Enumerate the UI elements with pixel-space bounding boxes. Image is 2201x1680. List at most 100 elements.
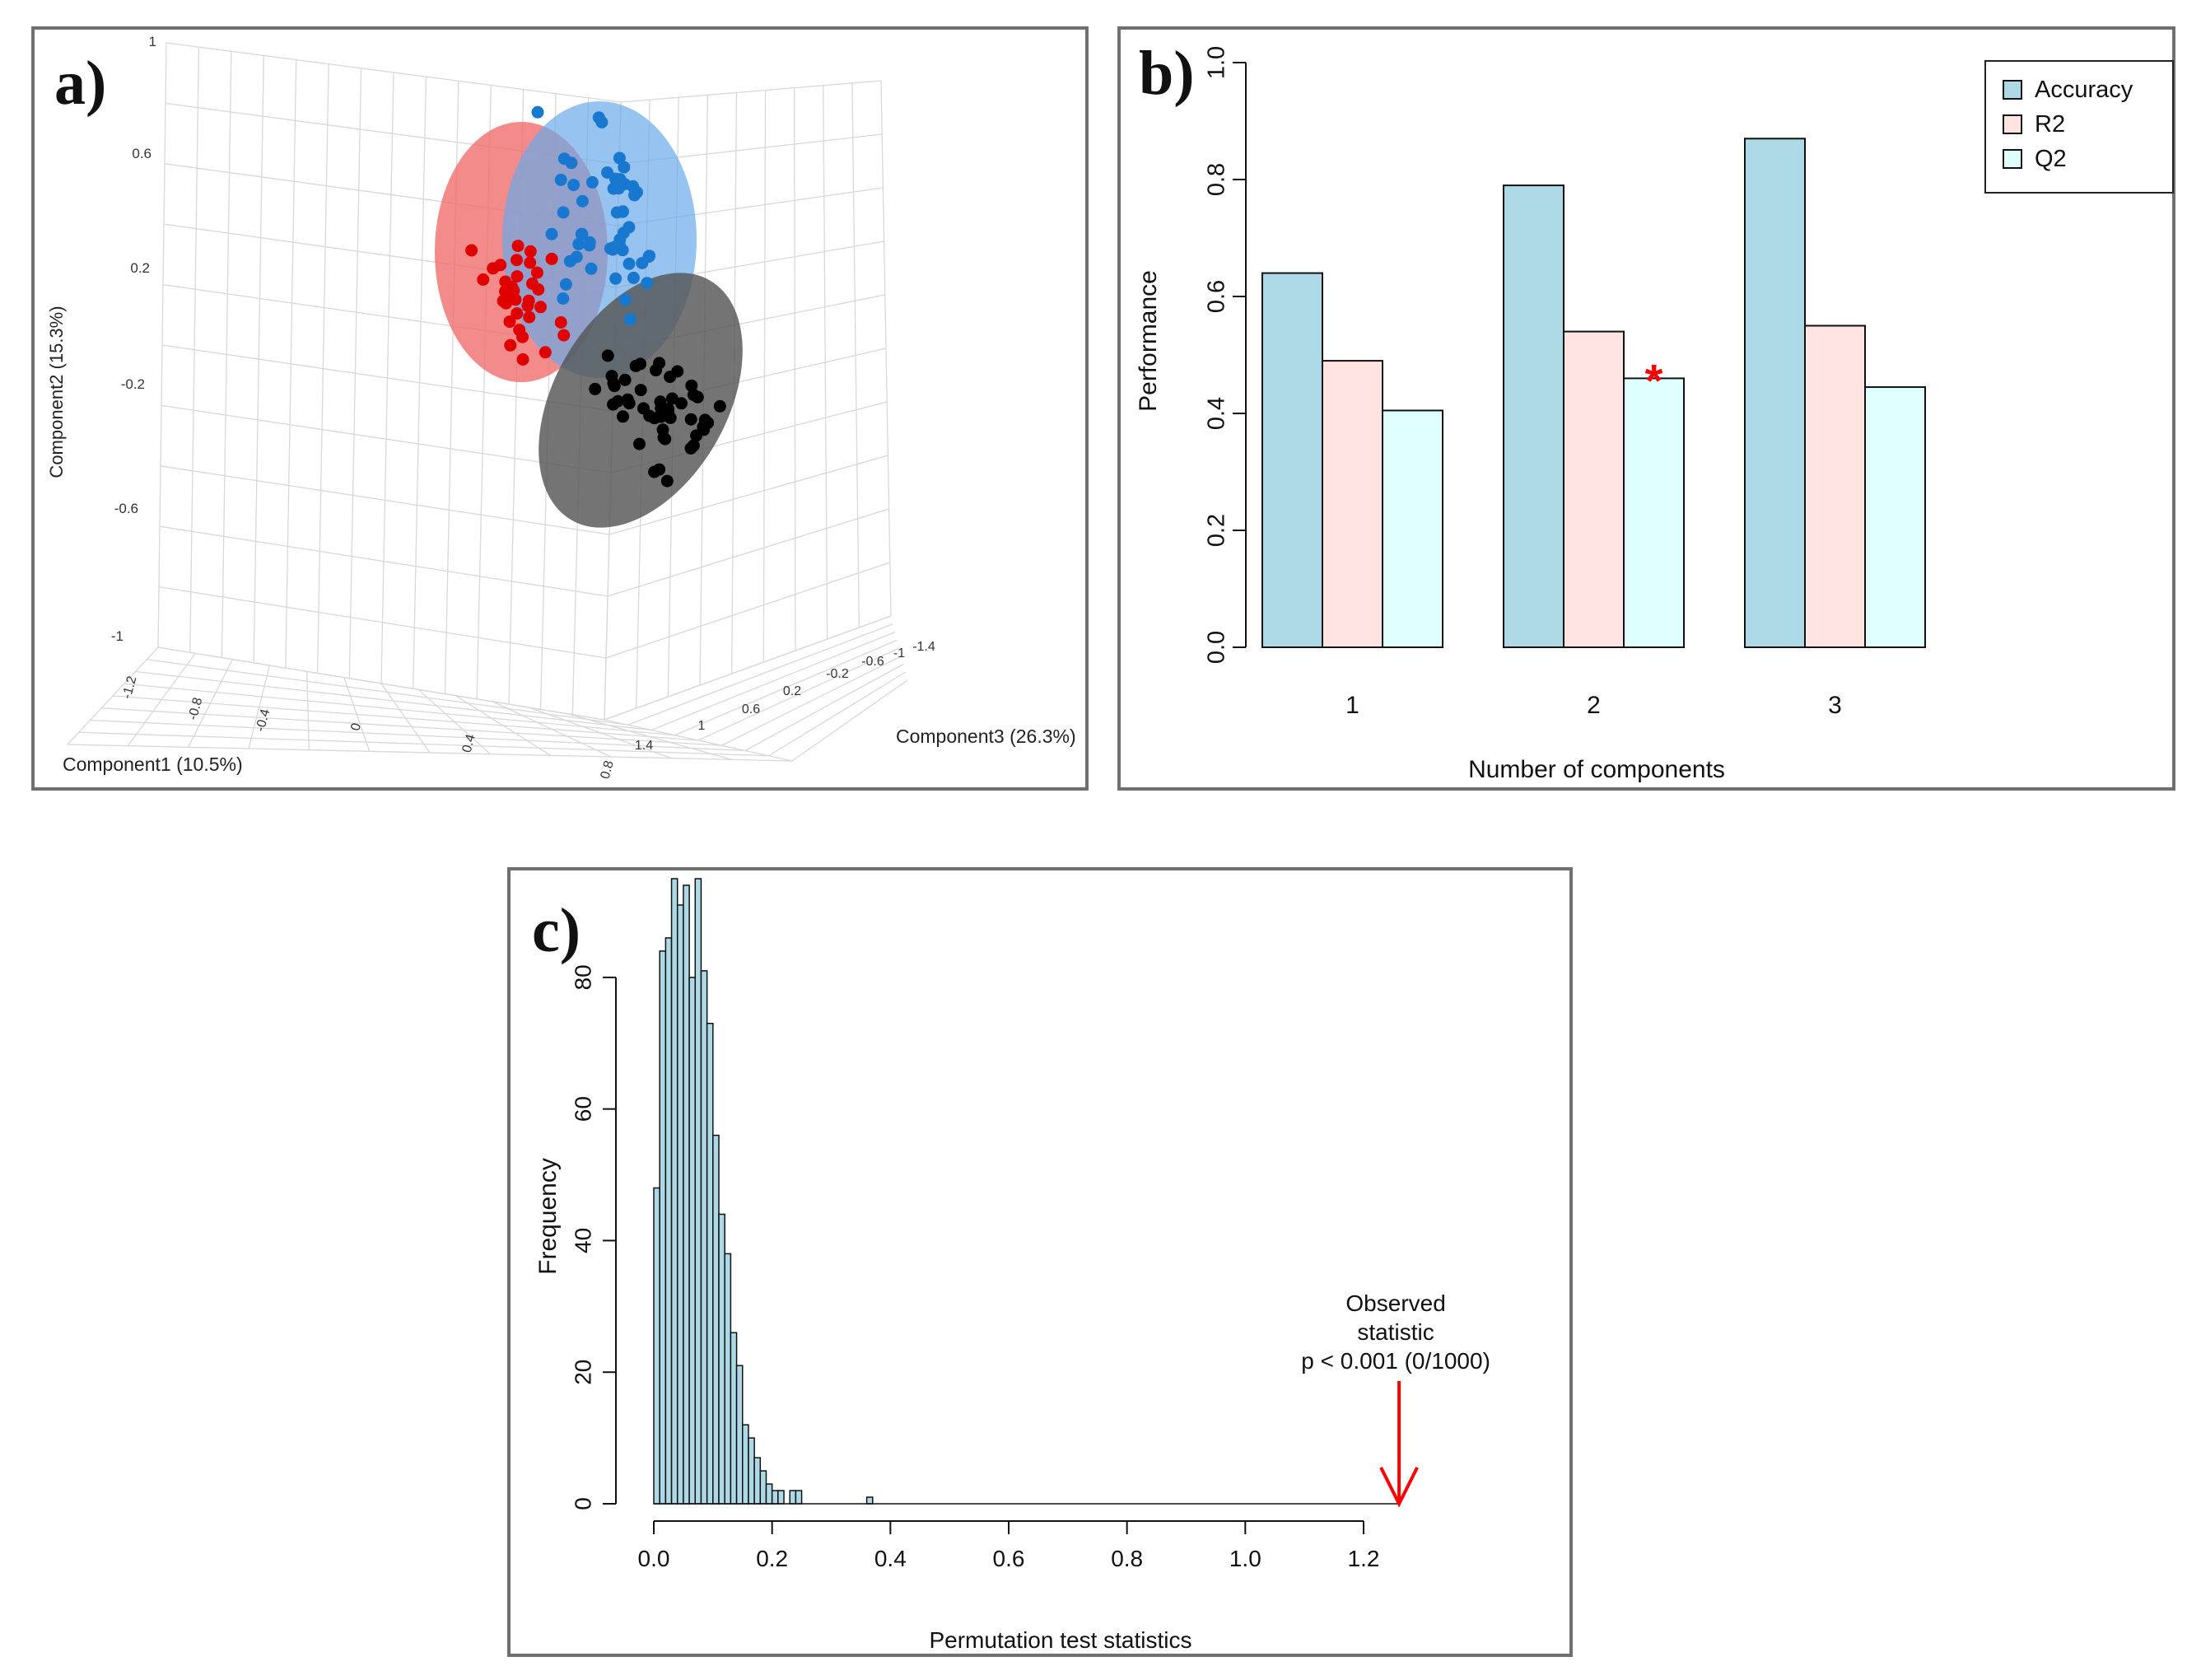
bars bbox=[1261, 138, 1926, 649]
y-axis-label: Performance bbox=[1135, 270, 1162, 412]
point-blue bbox=[619, 293, 632, 306]
point-black bbox=[655, 410, 668, 423]
x-axis-label: Number of components bbox=[1468, 756, 1725, 783]
z-tick-label: -1 bbox=[893, 646, 905, 660]
y-tick-labels: 1 0.6 0.2 -0.2 -0.6 -1 bbox=[111, 34, 156, 644]
histogram-bar bbox=[670, 878, 678, 1505]
floor-gridline bbox=[147, 659, 628, 726]
x-tick-label: 0.8 bbox=[599, 759, 617, 781]
floor-gridline bbox=[651, 631, 896, 731]
point-blue bbox=[570, 250, 583, 264]
histogram-bar bbox=[735, 1365, 744, 1505]
histogram-bar bbox=[759, 1470, 767, 1505]
point-red bbox=[504, 338, 517, 352]
z-tick-label: -0.6 bbox=[861, 655, 884, 669]
x-tick-label: 2 bbox=[1587, 692, 1601, 719]
point-black bbox=[657, 431, 670, 444]
point-blue bbox=[618, 161, 631, 174]
y-tick-label: 0.8 bbox=[1204, 163, 1230, 196]
bar-r2-3 bbox=[1804, 324, 1866, 648]
point-blue bbox=[643, 250, 656, 263]
point-black bbox=[643, 409, 656, 422]
point-blue bbox=[623, 313, 637, 326]
scatter-points bbox=[465, 105, 726, 488]
x-tick-label: 1.2 bbox=[1348, 1546, 1380, 1571]
point-red bbox=[524, 245, 537, 258]
point-black bbox=[713, 399, 726, 413]
y-tick-label: 0.2 bbox=[1204, 514, 1230, 547]
legend-label-accuracy: Accuracy bbox=[2035, 77, 2133, 103]
y-axis-label: Component2 (15.3%) bbox=[46, 306, 67, 478]
point-blue bbox=[585, 175, 599, 189]
histogram-bar bbox=[771, 1490, 779, 1505]
panel-c-histogram: 0.0 0.2 0.4 0.6 0.8 1.0 1.2 0 20 40 60 80 Observed… bbox=[507, 867, 1573, 1657]
point-blue bbox=[627, 180, 640, 193]
point-black bbox=[621, 393, 634, 406]
y-tick-label: 40 bbox=[570, 1228, 595, 1253]
back-left-wall-gridline bbox=[166, 42, 622, 103]
histogram-bar bbox=[777, 1490, 785, 1505]
observed-label-pvalue: p < 0.001 (0/1000) bbox=[1301, 1348, 1490, 1374]
point-blue bbox=[623, 257, 636, 270]
panel-a-scatter3d: 1 0.6 0.2 -0.2 -0.6 -1 -1.2 -0.8 -0.4 0 0.4 0.8 1.… bbox=[31, 26, 1089, 791]
back-left-wall-gridline bbox=[158, 586, 607, 659]
point-red bbox=[530, 266, 543, 279]
back-left-wall-gridline bbox=[159, 525, 609, 597]
observed-arrow-head bbox=[1379, 1467, 1419, 1508]
z-tick-label: 1.4 bbox=[635, 739, 653, 753]
point-red bbox=[511, 270, 524, 283]
observed-label-line1: Observed bbox=[1345, 1290, 1445, 1316]
floor-gridline bbox=[674, 639, 898, 736]
y-tick-label: 1.0 bbox=[1204, 46, 1230, 79]
back-left-wall-gridline bbox=[161, 404, 612, 474]
histogram-bar bbox=[700, 970, 708, 1505]
floor-gridline bbox=[791, 679, 908, 762]
x-tick-labels: -1.2 -0.8 -0.4 0 0.4 0.8 bbox=[120, 674, 617, 781]
point-black bbox=[675, 397, 688, 410]
point-red bbox=[503, 315, 516, 329]
y-tick-label: 0 bbox=[570, 1497, 595, 1510]
point-black bbox=[702, 416, 715, 429]
point-red bbox=[465, 244, 478, 257]
x-axis: 0.0 0.2 0.4 0.6 0.8 1.0 1.2 bbox=[638, 1520, 1380, 1571]
point-blue bbox=[545, 227, 558, 240]
x-tick-label: 0.2 bbox=[756, 1546, 788, 1571]
histogram-bar bbox=[795, 1490, 803, 1505]
x-tick-label: 3 bbox=[1828, 692, 1842, 719]
bar-r2-2 bbox=[1563, 330, 1625, 648]
histogram-bar bbox=[742, 1424, 749, 1505]
point-blue bbox=[601, 166, 613, 179]
point-black bbox=[648, 465, 661, 478]
bar-chart: 0.0 0.2 0.4 0.6 0.8 1.0 1 2 3 * Performance Num… bbox=[1135, 46, 2174, 783]
z-tick-label: 0.6 bbox=[742, 702, 760, 716]
point-black bbox=[605, 370, 618, 383]
point-red bbox=[534, 301, 547, 314]
point-black bbox=[629, 359, 642, 372]
histogram-bar bbox=[765, 1483, 773, 1505]
x-axis-label: Permutation test statistics bbox=[929, 1627, 1191, 1653]
point-black bbox=[618, 373, 632, 386]
x-tick-label: 0.0 bbox=[638, 1546, 670, 1571]
point-red bbox=[511, 240, 525, 253]
point-red bbox=[501, 292, 514, 306]
point-blue bbox=[554, 173, 567, 186]
point-black bbox=[633, 437, 646, 450]
point-black bbox=[601, 349, 614, 362]
point-black bbox=[685, 379, 698, 392]
point-blue bbox=[557, 292, 570, 305]
confidence-ellipses bbox=[435, 101, 743, 528]
point-red bbox=[545, 252, 558, 265]
histogram-bar bbox=[676, 904, 684, 1505]
point-black bbox=[654, 395, 667, 408]
point-red bbox=[554, 316, 567, 329]
z-tick-label: 0.2 bbox=[783, 684, 801, 698]
y-tick-label: 0.0 bbox=[1204, 631, 1230, 664]
point-red bbox=[477, 273, 490, 286]
point-black bbox=[634, 384, 647, 397]
x-tick-label: 0.4 bbox=[460, 733, 478, 754]
y-tick-label: 0.6 bbox=[132, 146, 152, 161]
x-tick-labels: 1 2 3 bbox=[1345, 692, 1842, 719]
point-black bbox=[690, 429, 703, 442]
point-blue bbox=[572, 237, 585, 250]
back-left-wall-gridline bbox=[160, 465, 610, 535]
